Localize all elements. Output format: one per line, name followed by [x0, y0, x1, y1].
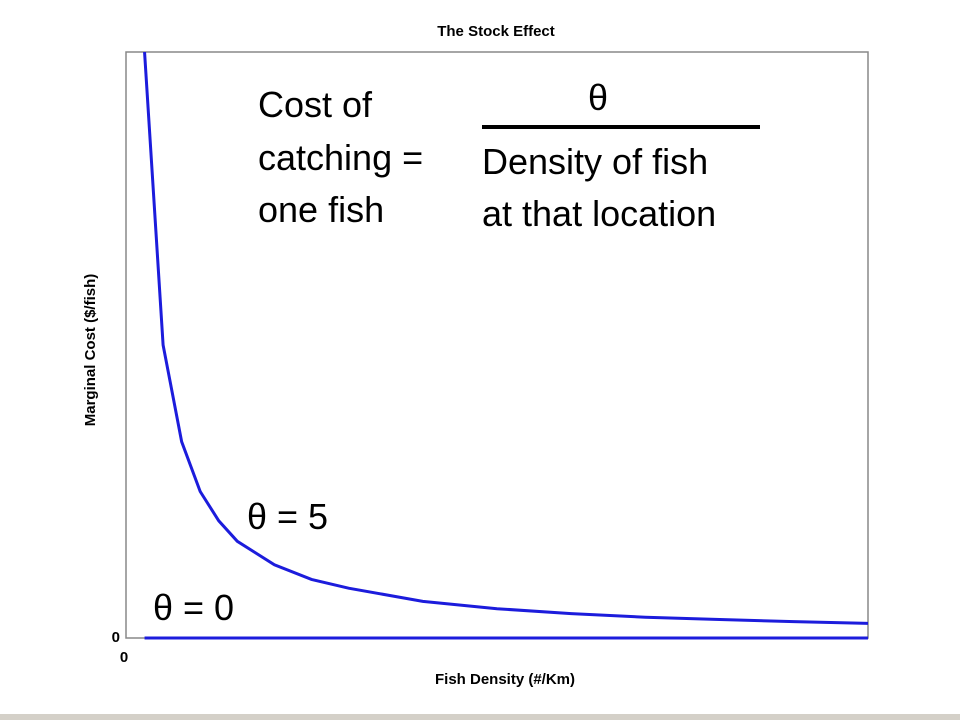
series-label: θ = 0 — [153, 587, 234, 628]
y-tick-label: 0 — [112, 629, 120, 646]
denominator: Density of fish — [482, 141, 708, 182]
series-line — [143, 52, 868, 625]
x-axis-label: Fish Density (#/Km) — [435, 671, 575, 688]
x-tick-label: 0 — [120, 649, 128, 666]
numerator: θ — [588, 77, 608, 118]
y-axis-label: Marginal Cost ($/fish) — [82, 274, 99, 427]
cost-text: Cost of — [258, 84, 373, 125]
series-label: θ = 5 — [247, 496, 328, 537]
denominator: at that location — [482, 193, 716, 234]
chart-title: The Stock Effect — [437, 23, 555, 40]
cost-text: one fish — [258, 189, 384, 230]
bottom-strip — [0, 714, 960, 720]
cost-text: catching = — [258, 137, 423, 178]
